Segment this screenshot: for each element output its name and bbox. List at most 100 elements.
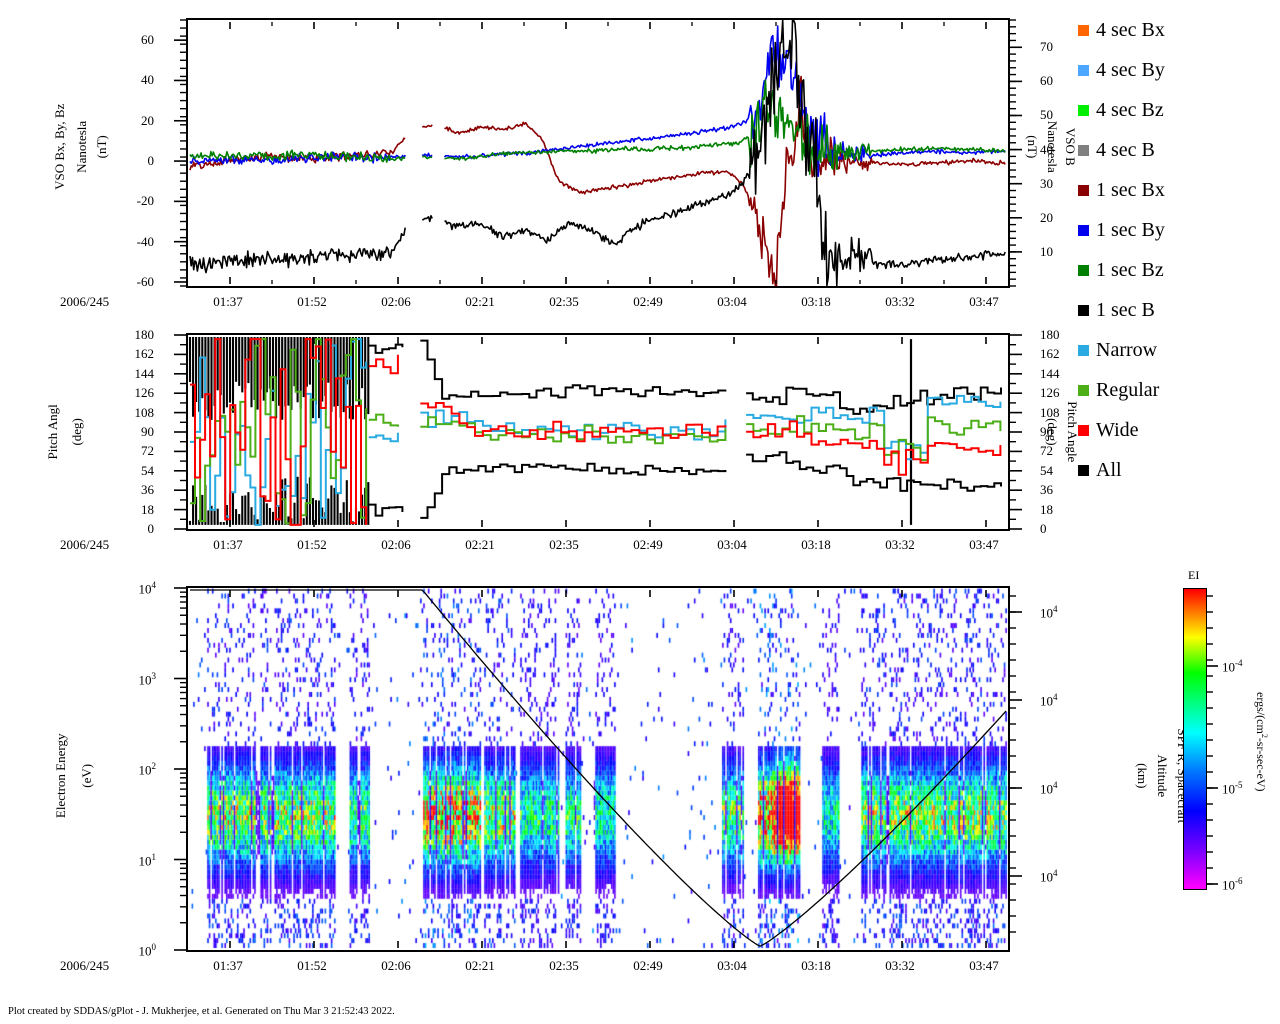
- time-tick-label: 03:18: [801, 537, 831, 552]
- panel3-left-title-l1: Electron Energy: [53, 733, 69, 819]
- tick-label: 180: [134, 327, 155, 342]
- tick-label: 70: [1040, 39, 1053, 55]
- tick-label: -40: [136, 233, 154, 249]
- colorbar-title: EI: [1188, 568, 1200, 582]
- legend-swatch-icon: [1078, 384, 1089, 396]
- panel1-right-axis: [1009, 19, 1022, 287]
- panel1-left-axis: [174, 19, 187, 287]
- time-tick-label: 01:37: [213, 537, 243, 552]
- time-tick-label: 02:35: [549, 294, 579, 309]
- legend-item[interactable]: 4 sec B: [1078, 130, 1278, 170]
- legend-item-label: 4 sec Bx: [1096, 18, 1165, 41]
- panel-magnetic-field: [186, 18, 1010, 288]
- panel3-right-axis: [1009, 595, 1022, 933]
- time-tick-label: 03:04: [717, 958, 747, 973]
- colorbar-tick-label: 10-6: [1222, 876, 1243, 893]
- time-tick-label: 02:21: [465, 958, 495, 973]
- time-tick-label: 02:21: [465, 537, 495, 552]
- time-tick-label: 01:52: [297, 958, 327, 973]
- panel1-left-title-l3: (nT): [94, 135, 110, 159]
- legend-item[interactable]: 4 sec By: [1078, 50, 1278, 90]
- legend-item[interactable]: 4 sec Bx: [1078, 10, 1278, 50]
- tick-label: 104: [1040, 780, 1058, 797]
- tick-label: 36: [141, 482, 154, 498]
- legend-item[interactable]: Regular: [1078, 370, 1278, 410]
- panel2-left-title-l1: Pitch Angl: [45, 404, 61, 460]
- legend-swatch-icon: [1078, 104, 1089, 116]
- tick-label: 102: [138, 761, 157, 778]
- legend-item[interactable]: 1 sec Bx: [1078, 170, 1278, 210]
- legend-item[interactable]: All: [1078, 450, 1278, 490]
- time-tick-label: 02:35: [549, 537, 579, 552]
- legend-item-label: 1 sec By: [1096, 218, 1165, 241]
- panel3-left-axis: [174, 587, 187, 951]
- tick-label: 20: [1040, 209, 1053, 225]
- tick-label: 54: [1040, 462, 1053, 478]
- tick-label: 60: [141, 32, 154, 48]
- tick-label: 162: [1040, 346, 1060, 362]
- tick-label: 30: [1040, 175, 1053, 191]
- legend-item[interactable]: Narrow: [1078, 330, 1278, 370]
- panel2-right-axis: [1009, 334, 1022, 530]
- panel-electron-spectrogram: [186, 586, 1010, 952]
- tick-label: 0: [1040, 521, 1047, 536]
- legend-item[interactable]: 1 sec Bz: [1078, 250, 1278, 290]
- colorbar-gradient: [1183, 588, 1207, 890]
- legend-item[interactable]: 1 sec By: [1078, 210, 1278, 250]
- panel1-right-axis-title: VSO B: [1063, 77, 1078, 217]
- panel3-right-title-l3: (km): [1134, 763, 1150, 789]
- panel3-right-axis-title2: Altitude: [1154, 696, 1170, 856]
- time-tick-label: 01:37: [213, 958, 243, 973]
- time-tick-label: 03:18: [801, 294, 831, 309]
- legend-item[interactable]: 4 sec Bz: [1078, 90, 1278, 130]
- legend-item[interactable]: Wide: [1078, 410, 1278, 450]
- time-tick-label: 01:52: [297, 537, 327, 552]
- legend-item-label: All: [1096, 458, 1122, 481]
- tick-label: 72: [1040, 443, 1053, 459]
- legend-item-label: Narrow: [1096, 338, 1158, 361]
- time-tick-label: 03:47: [969, 294, 999, 309]
- panel2-date-label: 2006/245: [60, 537, 110, 552]
- tick-label: 126: [134, 385, 155, 401]
- panel3-x-tick-labels: 01:37 01:52 02:06 02:21 02:35 02:49 03:04 03:18…: [186, 958, 1010, 976]
- altitude-overlay: [190, 589, 1007, 948]
- legend-item-label: Regular: [1096, 378, 1160, 401]
- legend-swatch-icon: [1078, 464, 1089, 476]
- time-tick-label: 02:06: [381, 958, 411, 973]
- legend-item-label: 4 sec Bz: [1096, 98, 1164, 121]
- panel2-left-axis-title: Pitch Angl: [45, 372, 61, 492]
- time-tick-label: 03:47: [969, 537, 999, 552]
- legend-item-label: 4 sec B: [1096, 138, 1155, 161]
- time-tick-label: 03:04: [717, 294, 747, 309]
- panel1-right-axis-title3: (nT): [1025, 77, 1040, 217]
- legend-item-label: 4 sec By: [1096, 58, 1165, 81]
- time-tick-label: 01:52: [297, 294, 327, 309]
- tick-label: 90: [141, 424, 154, 439]
- tick-label: 90: [1040, 424, 1053, 439]
- tick-label: 40: [141, 72, 154, 88]
- tick-label: 10: [1040, 243, 1053, 259]
- time-tick-label: 02:49: [633, 294, 663, 309]
- time-tick-label: 02:21: [465, 294, 495, 309]
- panel2-right-axis-title: Pitch Angle: [1065, 372, 1080, 492]
- tick-label: 20: [141, 112, 154, 128]
- footer-credit: Plot created by SDDAS/gPlot - J. Mukherj…: [8, 1006, 395, 1017]
- tick-label: 0: [147, 521, 155, 536]
- panel3-left-tick-labels: 104 103 102 101 100: [118, 580, 160, 958]
- time-tick-label: 03:32: [885, 537, 915, 552]
- tick-label: 18: [141, 501, 154, 517]
- tick-label: 60: [1040, 73, 1053, 89]
- time-tick-label: 03:32: [885, 294, 915, 309]
- legend-swatch-icon: [1078, 64, 1089, 76]
- legend-swatch-icon: [1078, 24, 1089, 36]
- tick-label: 104: [1040, 692, 1058, 709]
- colorbar-tick-label: 10-4: [1222, 658, 1243, 675]
- legend-item[interactable]: 1 sec B: [1078, 290, 1278, 330]
- legend-swatch-icon: [1078, 304, 1089, 316]
- tick-label: 180: [1040, 327, 1060, 342]
- tick-label: 144: [1040, 365, 1060, 381]
- time-tick-label: 03:18: [801, 958, 831, 973]
- panel3-right-title-l2: Altitude: [1154, 754, 1170, 798]
- tick-label: 126: [1040, 385, 1060, 401]
- tick-label: -20: [136, 193, 154, 209]
